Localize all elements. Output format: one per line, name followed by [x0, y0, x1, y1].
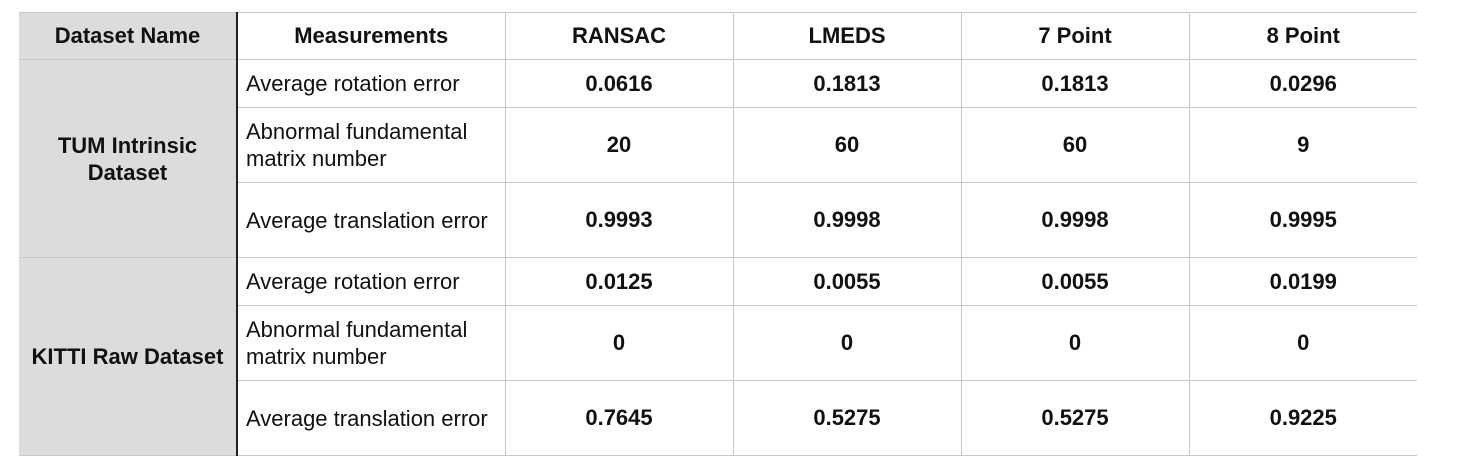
value-8-point: 0.9225	[1188, 380, 1417, 456]
dataset-kitti: KITTI Raw Dataset	[19, 257, 238, 456]
header-row: Dataset Name Measurements RANSAC LMEDS 7…	[19, 12, 1417, 60]
value-7-point: 0.9998	[960, 182, 1190, 258]
measurement-label: Average translation error	[236, 182, 506, 258]
value-lmeds: 0.1813	[732, 59, 962, 108]
value-lmeds: 0.0055	[732, 257, 962, 306]
measurement-label: Average rotation error	[236, 59, 506, 108]
measurement-label: Average rotation error	[236, 257, 506, 306]
value-ransac: 0.9993	[504, 182, 734, 258]
results-table-container: Dataset Name Measurements RANSAC LMEDS 7…	[19, 12, 1417, 456]
value-7-point: 60	[960, 107, 1190, 183]
value-ransac: 0.0125	[504, 257, 734, 306]
value-7-point: 0.0055	[960, 257, 1190, 306]
measurement-label: Abnormal fundamental matrix number	[236, 107, 506, 183]
measurement-label: Average translation error	[236, 380, 506, 456]
measurement-label: Abnormal fundamental matrix number	[236, 305, 506, 381]
table-row: TUM Intrinsic Dataset Average rotation e…	[19, 59, 1417, 258]
header-lmeds: LMEDS	[732, 12, 962, 60]
header-dataset-name: Dataset Name	[19, 12, 238, 60]
value-ransac: 0	[504, 305, 734, 381]
value-lmeds: 0.5275	[732, 380, 962, 456]
header-7-point: 7 Point	[960, 12, 1190, 60]
value-7-point: 0	[960, 305, 1190, 381]
value-8-point: 0	[1188, 305, 1417, 381]
results-table: Dataset Name Measurements RANSAC LMEDS 7…	[19, 12, 1417, 456]
value-ransac: 0.0616	[504, 59, 734, 108]
value-8-point: 9	[1188, 107, 1417, 183]
value-7-point: 0.5275	[960, 380, 1190, 456]
value-8-point: 0.0199	[1188, 257, 1417, 306]
header-measurements: Measurements	[236, 12, 506, 60]
value-lmeds: 0.9998	[732, 182, 962, 258]
table-row: KITTI Raw Dataset Average rotation error…	[19, 257, 1417, 456]
value-8-point: 0.9995	[1188, 182, 1417, 258]
value-ransac: 20	[504, 107, 734, 183]
value-8-point: 0.0296	[1188, 59, 1417, 108]
table-row: Average translation error 0.7645 0.5275 …	[19, 380, 1417, 456]
header-8-point: 8 Point	[1188, 12, 1417, 60]
value-lmeds: 0	[732, 305, 962, 381]
header-ransac: RANSAC	[504, 12, 734, 60]
dataset-tum: TUM Intrinsic Dataset	[19, 59, 238, 258]
value-7-point: 0.1813	[960, 59, 1190, 108]
value-ransac: 0.7645	[504, 380, 734, 456]
value-lmeds: 60	[732, 107, 962, 183]
